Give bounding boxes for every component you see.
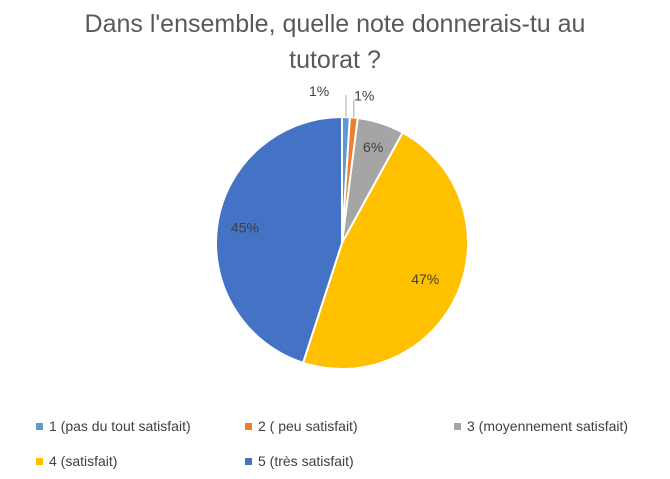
legend-item-4: 4 (satisfait) [36,453,117,469]
pie-slice-4 [301,131,469,370]
slice-label-2: 1% [354,88,374,104]
legend-swatch-1 [36,422,43,430]
legend-swatch-2 [245,422,252,430]
chart-title-line1: Dans l'ensemble, quelle note donnerais-t… [84,10,586,38]
legend-swatch-5 [245,457,252,465]
slice-label-5: 45% [231,220,259,236]
legend-item-2: 2 ( peu satisfait) [245,418,358,434]
slice-label-4: 47% [411,271,439,287]
chart-title-line2: tutorat ? [289,46,381,74]
legend-label-2: 2 ( peu satisfait) [258,418,358,434]
legend-label-5: 5 (très satisfait) [258,453,354,469]
pie-slice-5 [215,115,343,365]
slice-label-3: 6% [363,139,383,155]
chart-title: Dans l'ensemble, quelle note donnerais-t… [0,6,670,78]
legend-swatch-3 [454,422,461,430]
legend-item-1: 1 (pas du tout satisfait) [36,418,191,434]
legend-label-3: 3 (moyennement satisfait) [467,418,629,434]
legend-item-3: 3 (moyennement satisfait) [454,418,628,434]
slice-label-1: 1% [309,83,329,99]
legend-swatch-4 [36,457,43,465]
legend-label-4: 4 (satisfait) [49,453,118,469]
legend-item-5: 5 (très satisfait) [245,453,354,469]
legend-label-1: 1 (pas du tout satisfait) [49,418,191,434]
